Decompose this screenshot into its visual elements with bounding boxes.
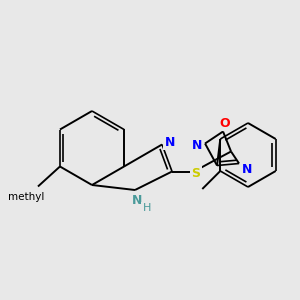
Text: N: N	[165, 136, 175, 149]
Text: N: N	[132, 194, 142, 208]
Text: S: S	[191, 167, 200, 180]
Text: N: N	[242, 163, 252, 176]
Text: O: O	[220, 117, 230, 130]
Text: methyl: methyl	[8, 191, 44, 202]
Text: H: H	[143, 203, 151, 213]
Text: N: N	[192, 139, 202, 152]
